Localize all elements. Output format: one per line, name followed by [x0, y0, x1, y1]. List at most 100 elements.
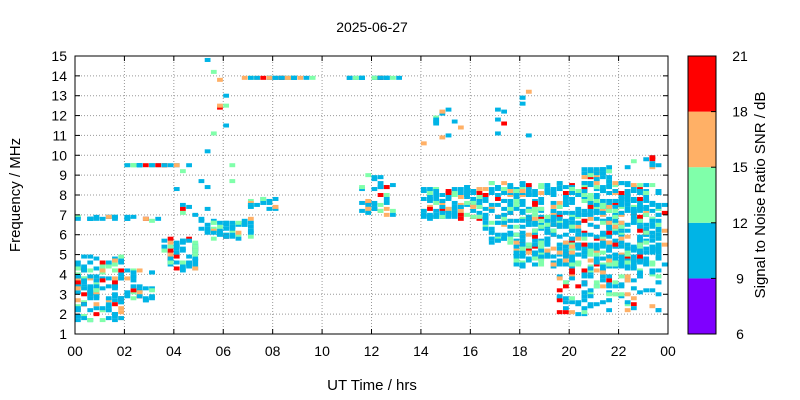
snr-cell [377, 175, 384, 180]
snr-cell [532, 250, 538, 255]
y-tick-label: 11 [52, 127, 67, 143]
snr-cell [587, 169, 594, 174]
snr-cell [501, 232, 507, 237]
snr-cell [192, 244, 199, 249]
snr-cell [390, 183, 396, 188]
snr-cell [624, 194, 631, 199]
snr-cell [600, 242, 606, 247]
snr-cell [495, 232, 501, 237]
snr-cell [130, 214, 137, 219]
snr-cell [87, 292, 94, 297]
snr-cell [507, 202, 514, 207]
snr-cell [630, 159, 637, 164]
snr-cell [637, 258, 643, 263]
snr-cell [112, 284, 118, 289]
chart-title: 2025-06-27 [336, 19, 408, 35]
y-tick-label: 3 [59, 286, 67, 302]
snr-cell [223, 234, 230, 239]
snr-cell [556, 200, 563, 205]
snr-cell [587, 302, 594, 307]
snr-cell [600, 256, 606, 261]
snr-cell [525, 242, 532, 247]
snr-cell [495, 202, 501, 207]
snr-cell [562, 244, 569, 249]
snr-cell [649, 248, 656, 253]
snr-cell [383, 75, 390, 80]
snr-cell [550, 214, 557, 219]
snr-cell [556, 298, 563, 303]
snr-cell [643, 212, 650, 217]
colorbar-band [688, 278, 716, 334]
snr-cell [606, 258, 613, 263]
snr-cell [495, 220, 501, 225]
snr-cell [93, 296, 100, 301]
snr-cell [118, 258, 125, 263]
snr-cell [457, 204, 464, 209]
snr-cell [112, 214, 118, 219]
snr-cell [606, 175, 613, 180]
snr-cell [612, 208, 619, 213]
snr-cell [649, 157, 656, 162]
snr-cell [464, 194, 470, 199]
snr-cell [562, 218, 569, 223]
snr-cell [476, 194, 483, 199]
snr-cell [525, 208, 532, 213]
snr-cell [75, 274, 81, 279]
snr-cell [637, 224, 643, 229]
snr-cell [254, 75, 260, 80]
snr-cell [383, 200, 390, 205]
snr-cell [630, 220, 637, 225]
snr-cell [544, 254, 551, 259]
y-tick-label: 5 [59, 247, 67, 263]
x-tick-label: 02 [117, 343, 133, 359]
y-axis-title: Frequency / MHz [7, 138, 24, 252]
snr-cell [593, 167, 600, 172]
snr-cell [118, 276, 125, 281]
snr-cell [420, 208, 427, 213]
colorbar-tick-label: 12 [732, 215, 748, 231]
snr-cell [247, 224, 254, 229]
snr-cell [457, 125, 464, 130]
snr-cell [581, 232, 588, 237]
snr-cell [186, 238, 192, 243]
snr-cell [99, 264, 106, 269]
snr-cell [482, 193, 489, 197]
snr-cell [519, 210, 526, 215]
snr-cell [606, 254, 613, 259]
snr-cell [519, 218, 526, 223]
snr-cell [501, 187, 507, 192]
snr-cell [519, 254, 526, 259]
snr-cell [198, 218, 205, 223]
snr-cell [445, 107, 452, 112]
snr-cell [396, 75, 402, 80]
snr-cell [87, 268, 94, 273]
snr-cell [606, 191, 613, 196]
snr-cell [377, 181, 384, 186]
snr-cell [427, 191, 433, 196]
snr-cell [624, 202, 631, 207]
snr-cell [612, 181, 619, 186]
snr-cell [371, 187, 378, 192]
snr-cell [593, 256, 600, 261]
snr-cell [482, 216, 489, 221]
snr-cell [173, 250, 180, 255]
snr-cell [124, 216, 131, 221]
snr-cell [556, 294, 563, 299]
snr-cell [581, 218, 588, 223]
snr-cell [167, 248, 174, 253]
snr-cell [600, 198, 606, 203]
snr-cell [495, 193, 501, 197]
snr-cell [569, 258, 575, 263]
snr-cell [451, 187, 458, 192]
snr-cell [130, 274, 137, 279]
snr-cell [544, 218, 551, 223]
snr-cell [562, 258, 569, 263]
snr-cell [593, 194, 600, 199]
snr-cell [192, 266, 199, 271]
snr-cell [575, 228, 582, 233]
snr-cell [587, 258, 594, 263]
snr-cell [105, 284, 112, 289]
snr-cell [532, 238, 538, 243]
snr-cell [167, 260, 174, 265]
snr-cell [562, 310, 569, 315]
